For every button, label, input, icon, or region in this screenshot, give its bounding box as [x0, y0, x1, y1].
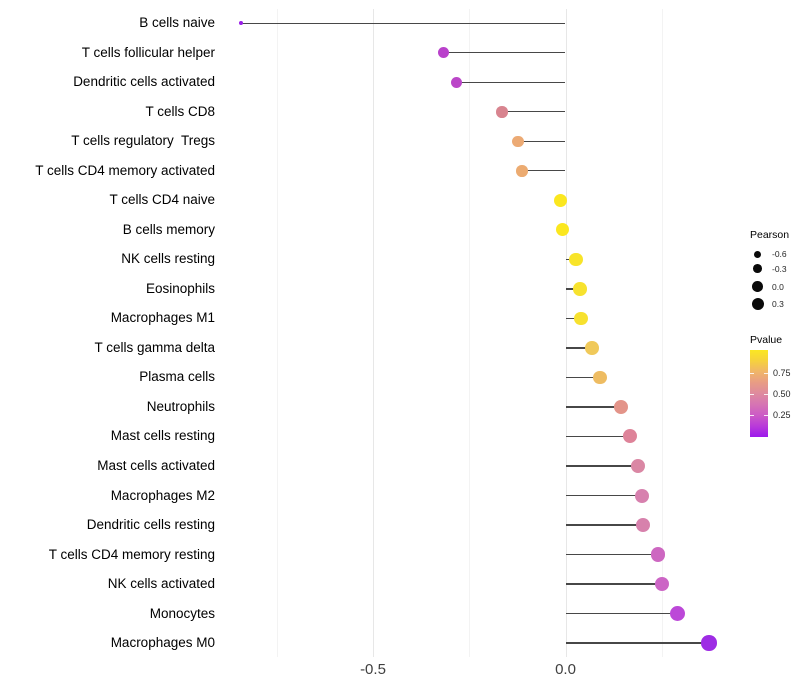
category-label: Macrophages M2 — [110, 487, 215, 503]
lollipop-stem — [565, 435, 631, 438]
category-label: Monocytes — [149, 605, 215, 621]
pvalue-tick-mark — [750, 414, 754, 416]
pvalue-tick-mark — [764, 393, 768, 395]
lollipop-dot — [650, 547, 666, 562]
lollipop-stem — [501, 111, 566, 113]
lollipop-dot — [585, 341, 599, 355]
lollipop-stem — [565, 494, 643, 497]
lollipop-dot — [553, 193, 567, 207]
lollipop-stem — [565, 406, 621, 408]
x-tick-label: 0.0 — [555, 661, 576, 678]
pvalue-tick-label: 0.50 — [773, 389, 791, 399]
pearson-legend-label: 0.0 — [772, 281, 784, 292]
category-label: Macrophages M0 — [110, 635, 215, 651]
lollipop-dot — [451, 76, 463, 88]
pearson-legend-dot — [754, 250, 761, 258]
pvalue-legend-title: Pvalue — [750, 334, 783, 346]
gridline-major — [565, 9, 567, 657]
lollipop-stem — [565, 288, 581, 290]
pvalue-tick-mark — [764, 372, 768, 374]
lollipop-dot — [623, 429, 638, 444]
lollipop-dot — [613, 399, 628, 414]
lollipop-dot — [555, 223, 569, 237]
category-label: T cells gamma delta — [94, 339, 215, 355]
category-label: Neutrophils — [146, 398, 215, 414]
lollipop-dot — [630, 459, 645, 473]
lollipop-dot — [512, 135, 524, 148]
pearson-legend-label: -0.6 — [772, 249, 787, 260]
pvalue-tick-label: 0.25 — [773, 410, 791, 420]
category-label: Dendritic cells resting — [86, 517, 215, 533]
lollipop-stem — [565, 524, 643, 526]
lollipop-dot — [569, 252, 583, 267]
category-label: T cells follicular helper — [81, 44, 215, 60]
lollipop-dot — [238, 20, 244, 26]
lollipop-stem — [565, 465, 638, 467]
category-label: T cells CD4 naive — [109, 192, 215, 208]
category-label: B cells memory — [122, 221, 215, 237]
pearson-legend-title: Pearson — [750, 229, 790, 241]
lollipop-stem — [565, 642, 710, 644]
pearson-legend-dot — [751, 298, 764, 311]
lollipop-stem — [521, 170, 566, 172]
category-label: Dendritic cells activated — [73, 74, 215, 90]
lollipop-dot — [438, 47, 450, 59]
pearson-legend-dot — [752, 281, 763, 293]
lollipop-dot — [635, 518, 650, 533]
category-label: B cells naive — [139, 15, 215, 31]
gridline-minor — [661, 9, 663, 657]
lollipop-dot — [573, 282, 587, 296]
lollipop-stem — [240, 22, 566, 24]
category-label: T cells CD4 memory resting — [48, 546, 215, 562]
pvalue-tick-mark — [764, 414, 768, 416]
lollipop-stem — [456, 81, 566, 83]
lollipop-dot — [496, 106, 508, 118]
lollipop-stem — [565, 317, 581, 320]
pvalue-gradient-bar — [750, 350, 768, 437]
gridline-minor — [469, 9, 471, 657]
category-label: T cells regulatory Tregs — [71, 133, 215, 149]
gridline-major — [373, 9, 374, 657]
lollipop-stem — [565, 553, 658, 556]
lollipop-dot — [593, 370, 607, 385]
category-label: NK cells activated — [107, 576, 215, 592]
lollipop-stem — [565, 583, 663, 585]
category-label: Eosinophils — [145, 280, 215, 296]
pearson-legend-label: -0.3 — [772, 263, 787, 274]
lollipop-dot — [654, 576, 670, 592]
lollipop-stem — [565, 612, 678, 615]
lollipop-dot — [574, 311, 588, 326]
lollipop-stem — [565, 376, 601, 379]
category-label: Macrophages M1 — [110, 310, 215, 326]
lollipop-dot — [516, 165, 528, 177]
category-label: NK cells resting — [121, 251, 215, 267]
pearson-legend-label: 0.3 — [772, 299, 784, 310]
category-label: Mast cells resting — [110, 428, 215, 444]
x-tick-label: -0.5 — [360, 661, 386, 678]
pearson-legend-dot — [753, 264, 762, 274]
lollipop-dot — [701, 635, 717, 651]
pvalue-tick-mark — [750, 372, 754, 374]
lollipop-stem — [565, 347, 593, 349]
gridline-minor — [276, 9, 278, 657]
pvalue-tick-mark — [750, 393, 754, 395]
lollipop-dot — [669, 606, 685, 622]
category-label: T cells CD8 — [145, 103, 215, 119]
category-label: T cells CD4 memory activated — [35, 162, 215, 178]
category-label: Plasma cells — [139, 369, 215, 385]
pvalue-tick-label: 0.75 — [773, 368, 791, 378]
lollipop-stem — [443, 52, 566, 54]
lollipop-dot — [635, 488, 650, 503]
category-label: Mast cells activated — [97, 458, 215, 473]
lollipop-stem — [518, 140, 566, 142]
